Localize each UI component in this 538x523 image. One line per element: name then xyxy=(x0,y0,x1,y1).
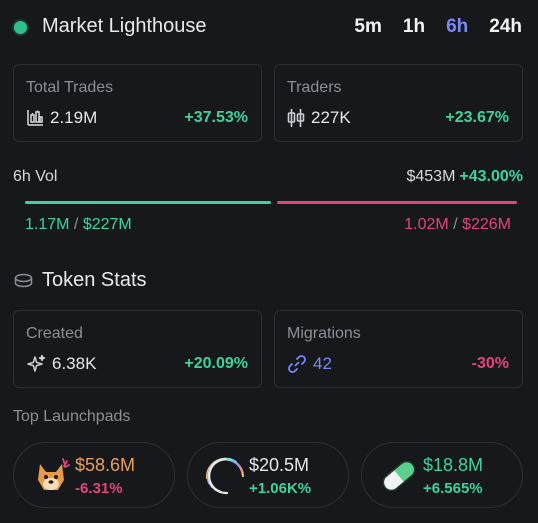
sell-separator: / xyxy=(453,216,458,233)
migrations-value-row: 42 xyxy=(287,354,332,374)
total-trades-value-row: 2.19M xyxy=(26,108,97,128)
traders-label: Traders xyxy=(287,79,342,96)
pill-icon xyxy=(378,456,420,496)
top-launchpads-title: Top Launchpads xyxy=(13,408,131,425)
launchpad-change: -6.31% xyxy=(75,480,123,497)
volume-change: +43.00% xyxy=(459,168,523,185)
created-card: Created 6.38K +20.09% xyxy=(13,310,262,388)
timeframe-tabs: 5m 1h 6h 24h xyxy=(354,16,522,38)
buy-count: 1.17M xyxy=(25,216,70,233)
buy-separator: / xyxy=(73,216,79,233)
sell-amount: $226M xyxy=(462,216,511,233)
volume-label: 6h Vol xyxy=(13,168,58,185)
coins-icon xyxy=(14,273,33,289)
volume-total: $453M xyxy=(406,168,456,185)
launchpad-item[interactable]: $58.6M -6.31% xyxy=(13,442,175,508)
buy-amount: $227M xyxy=(82,216,132,233)
volume-row: 6h Vol $453M +43.00% xyxy=(13,168,523,192)
total-trades-change: +37.53% xyxy=(184,109,248,126)
launchpad-value: $20.5M xyxy=(249,455,310,475)
created-label: Created xyxy=(26,325,83,342)
migrations-card: Migrations 42 -30% xyxy=(274,310,523,388)
tab-1h[interactable]: 1h xyxy=(402,16,426,37)
traders-value: 227K xyxy=(311,108,351,127)
launchpad-value: $58.6M xyxy=(75,455,136,475)
tab-5m[interactable]: 5m xyxy=(354,16,382,37)
migrations-value: 42 xyxy=(313,354,332,373)
total-trades-value: 2.19M xyxy=(50,108,98,127)
launchpad-item[interactable]: $18.8M +6.565% xyxy=(361,442,523,508)
launchpad-value: $18.8M xyxy=(423,455,484,475)
live-status-dot xyxy=(14,21,27,34)
link-icon xyxy=(287,354,307,374)
traders-value-row: 227K xyxy=(287,108,351,128)
migrations-change: -30% xyxy=(471,355,509,372)
launchpad-item[interactable]: $20.5M +1.06K% xyxy=(187,442,349,508)
volume-summary: $453M +43.00% xyxy=(406,168,523,186)
sell-stats: 1.02M / $226M xyxy=(404,216,511,234)
migrations-label: Migrations xyxy=(287,325,361,342)
buy-stats: 1.17M / $227M xyxy=(25,216,132,234)
total-trades-label: Total Trades xyxy=(26,79,114,96)
sell-volume-bar xyxy=(277,201,517,204)
rainbow-orb-icon xyxy=(204,456,246,496)
created-change: +20.09% xyxy=(184,355,248,372)
buy-volume-bar xyxy=(25,201,271,204)
launchpad-change: +6.565% xyxy=(423,480,483,497)
header: Market Lighthouse 5m 1h 6h 24h xyxy=(0,0,538,56)
tab-24h[interactable]: 24h xyxy=(489,16,522,37)
total-trades-card: Total Trades 2.19M +37.53% xyxy=(13,64,262,142)
candlestick-chart-icon xyxy=(26,109,44,127)
page-title: Market Lighthouse xyxy=(42,15,207,37)
sparkle-icon xyxy=(26,354,46,374)
created-value-row: 6.38K xyxy=(26,354,96,374)
traders-change: +23.67% xyxy=(445,109,509,126)
candlestick-icon xyxy=(287,108,305,128)
doge-icon xyxy=(30,456,72,496)
token-stats-title: Token Stats xyxy=(42,269,147,291)
created-value: 6.38K xyxy=(52,354,97,373)
token-stats-heading: Token Stats xyxy=(14,269,147,292)
traders-card: Traders 227K +23.67% xyxy=(274,64,523,142)
tab-6h[interactable]: 6h xyxy=(446,16,469,37)
sell-count: 1.02M xyxy=(404,216,449,233)
launchpad-change: +1.06K% xyxy=(249,480,312,497)
